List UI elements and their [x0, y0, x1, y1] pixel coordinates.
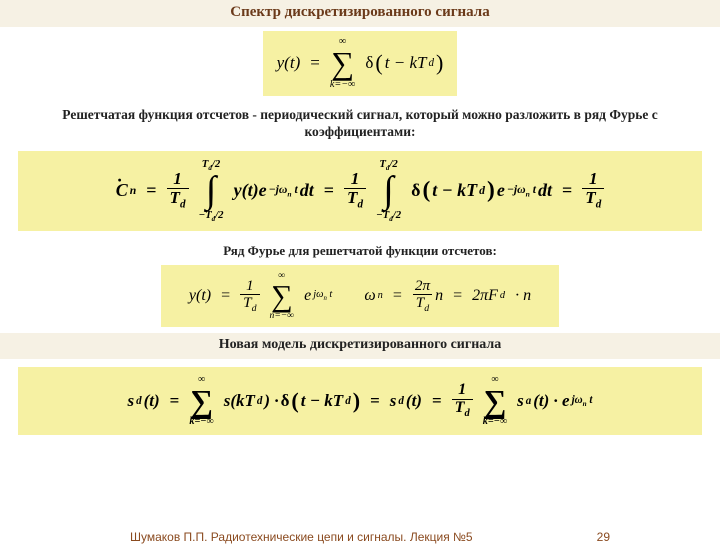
formula-1-wrap: y(t) = ∞ ∑ k=−∞ δ ( t − kTd )	[0, 31, 720, 96]
description-1: Решетчатая функция отсчетов - периодичес…	[0, 100, 720, 145]
footer-page: 29	[597, 530, 610, 544]
f1-lhs: y(t)	[277, 53, 301, 73]
caption-1: Ряд Фурье для решетчатой функции отсчето…	[0, 237, 720, 261]
sum-icon: ∞ ∑ k=−∞	[330, 37, 356, 90]
section-title-2: Новая модель дискретизированного сигнала	[0, 333, 720, 359]
integral-icon: Td/2 ∫ −Td/2	[199, 159, 224, 223]
sum-icon: ∞ ∑ k=−∞	[483, 375, 507, 428]
formula-3-wrap: y(t) = 1 Td ∞ ∑ n=−∞ ejωn t ωn = 2π Td n…	[0, 265, 720, 327]
f1-delta: δ	[365, 53, 373, 73]
sum-icon: ∞ ∑ n=−∞	[270, 271, 295, 321]
f2-cn: C	[116, 180, 128, 201]
sum-icon: ∞ ∑ k=−∞	[189, 375, 213, 428]
integral-icon: Td/2 ∫ −Td/2	[376, 159, 401, 223]
footer-text: Шумаков П.П. Радиотехнические цепи и сиг…	[130, 530, 473, 544]
formula-4: sd(t) = ∞ ∑ k=−∞ s(kTd) · δ ( t − kTd ) …	[18, 367, 702, 436]
formula-2: Cn = 1 Td Td/2 ∫ −Td/2 y(t)e−jωn t dt = …	[18, 151, 702, 231]
f1-eq: =	[310, 53, 320, 73]
formula-3: y(t) = 1 Td ∞ ∑ n=−∞ ejωn t ωn = 2π Td n…	[161, 265, 559, 327]
formula-1: y(t) = ∞ ∑ k=−∞ δ ( t − kTd )	[263, 31, 458, 96]
frac-icon: 1 Td	[167, 170, 189, 211]
page-title: Спектр дискретизированного сигнала	[0, 0, 720, 27]
